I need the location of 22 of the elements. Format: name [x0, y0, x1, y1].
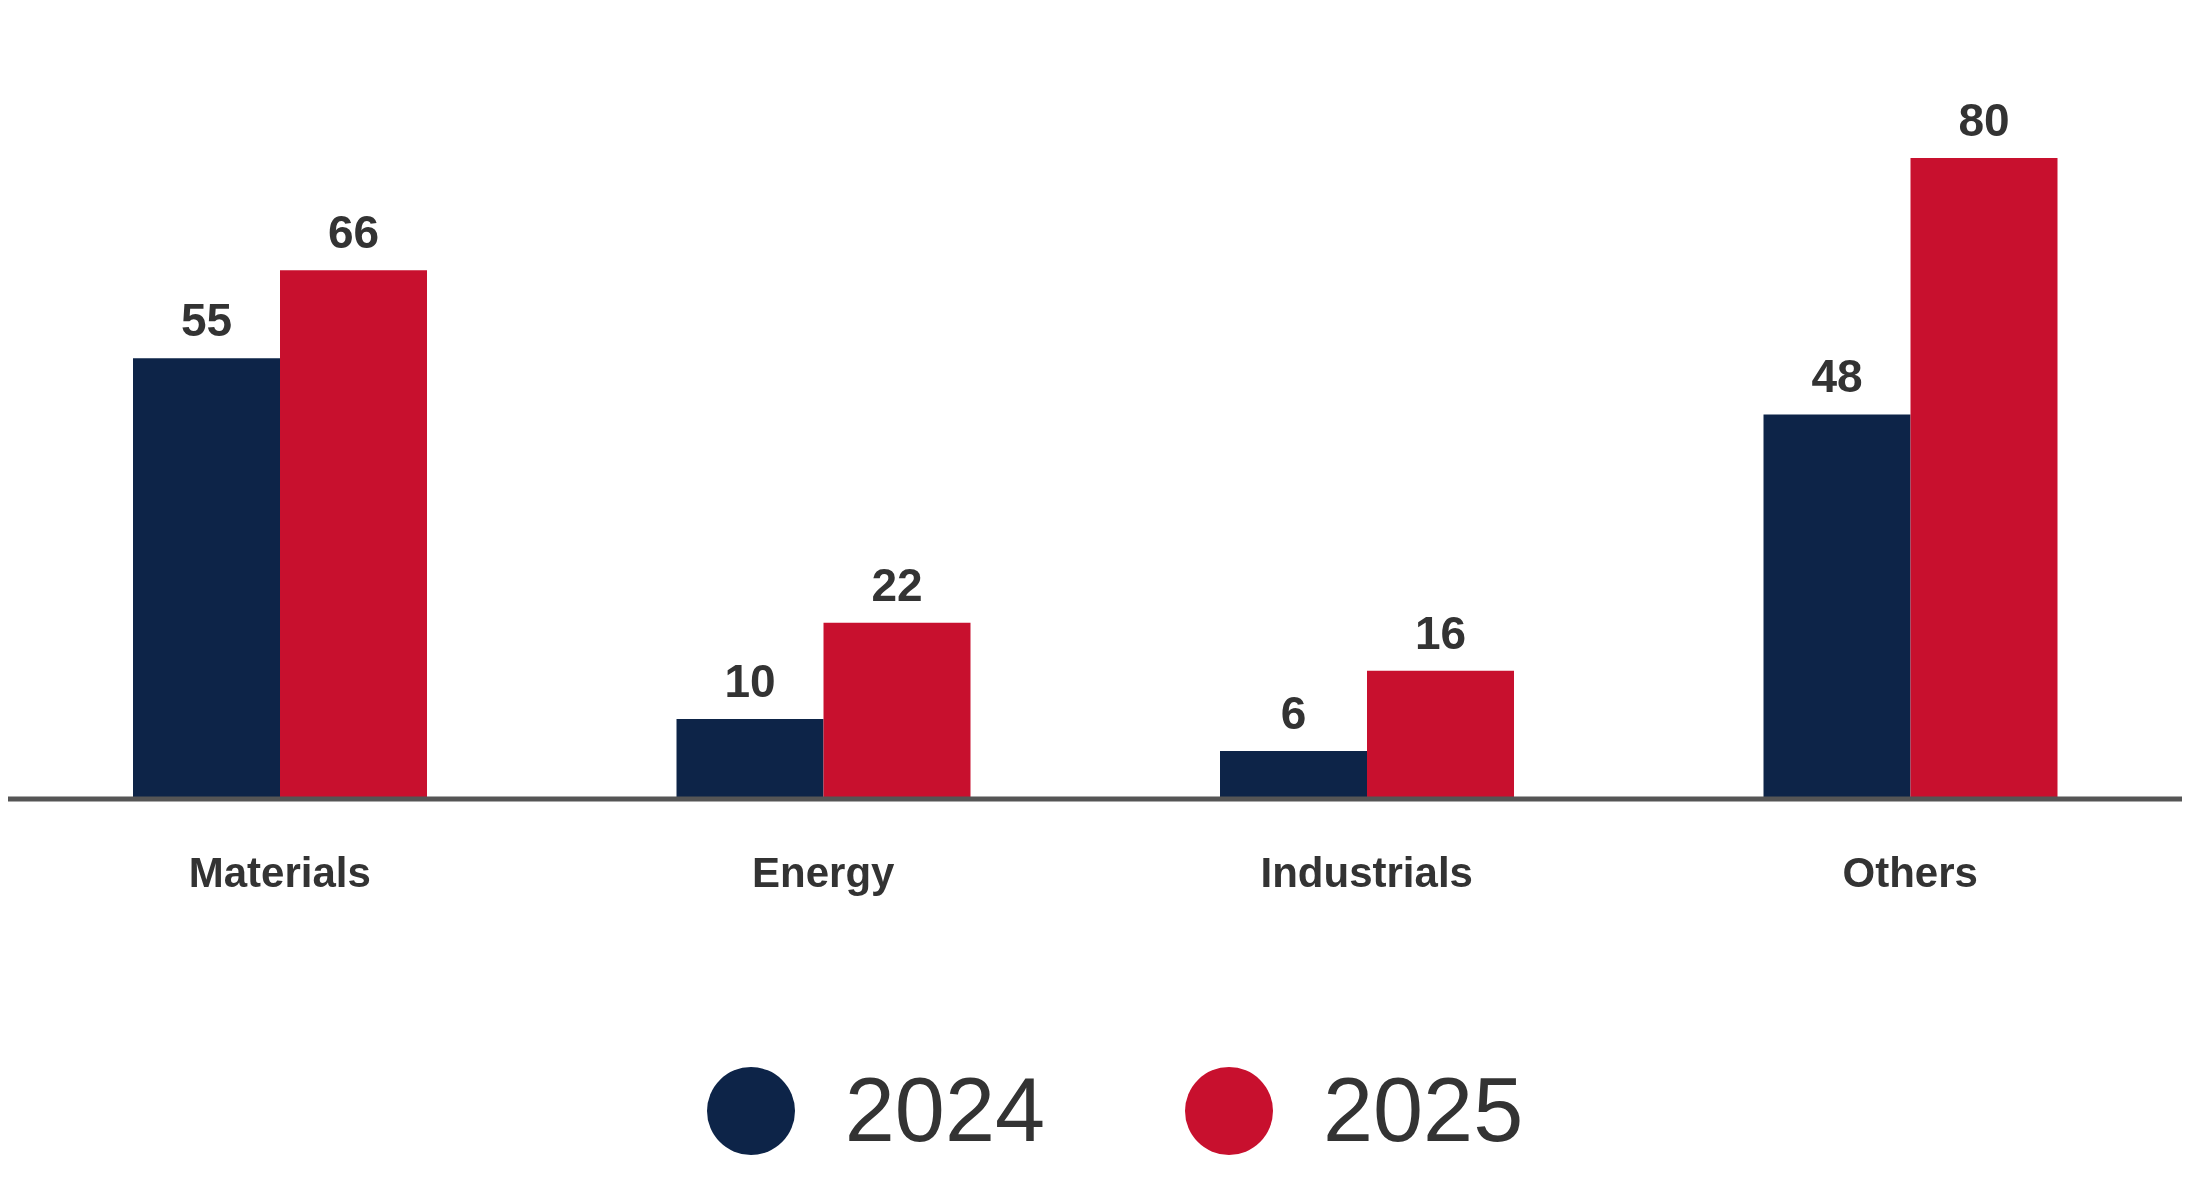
- bar: [823, 622, 971, 799]
- bar: [1910, 158, 2058, 799]
- bar: [1763, 414, 1911, 799]
- legend-label: 2024: [844, 1059, 1045, 1162]
- bar: [1367, 670, 1515, 799]
- data-label: 55: [180, 294, 233, 347]
- legend-label: 2025: [1323, 1059, 1524, 1162]
- x-tick-label: Industrials: [1260, 848, 1473, 896]
- bar: [133, 358, 281, 799]
- x-tick-label: Materials: [188, 848, 371, 896]
- data-label: 16: [1414, 606, 1467, 659]
- bar: [676, 718, 824, 799]
- data-label: 48: [1811, 350, 1863, 403]
- x-tick-label: Others: [1842, 848, 1978, 896]
- bar: [1220, 750, 1368, 799]
- data-label: 80: [1958, 94, 2010, 146]
- bar: [280, 270, 428, 799]
- data-label: 22: [871, 558, 923, 611]
- data-label: 66: [327, 206, 380, 259]
- data-label: 6: [1280, 686, 1307, 739]
- data-label: 10: [724, 654, 776, 707]
- x-tick-label: Energy: [752, 848, 896, 896]
